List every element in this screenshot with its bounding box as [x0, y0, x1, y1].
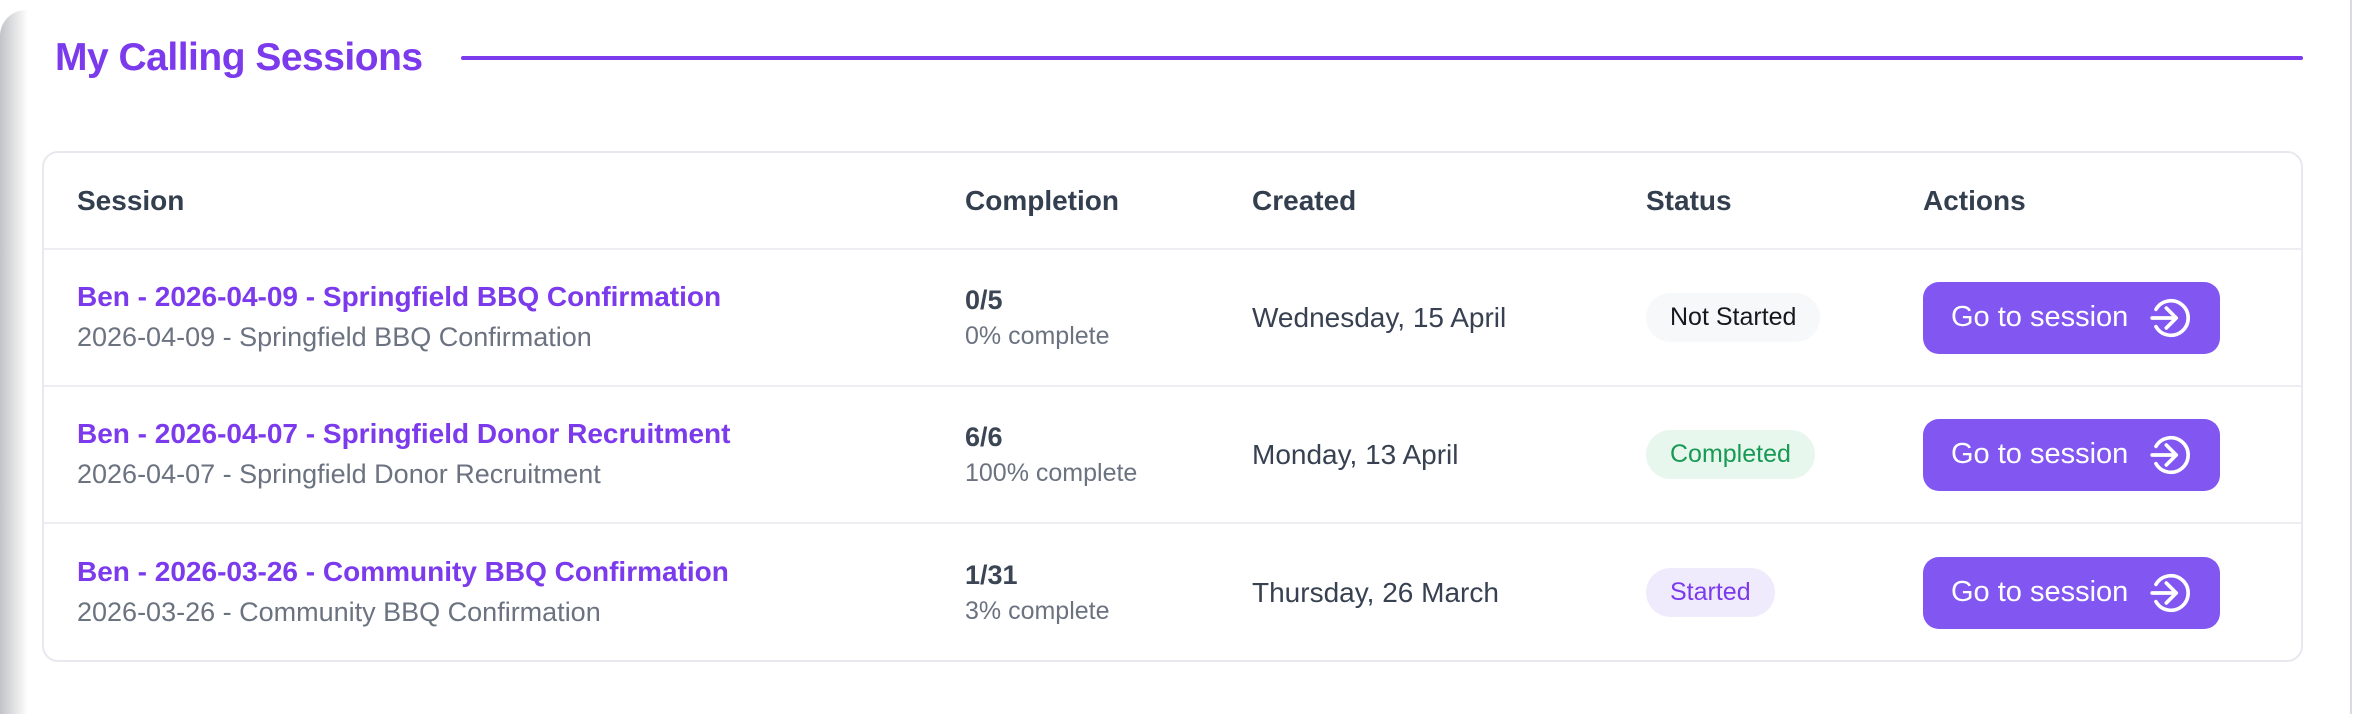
page-right-edge — [2350, 0, 2352, 714]
completion-ratio: 6/6 — [965, 421, 1003, 452]
page-header: My Calling Sessions — [55, 36, 2303, 80]
column-header-status: Status — [1646, 184, 1732, 216]
completion-cell: 0/5 0% complete — [965, 285, 1252, 351]
completion-percent: 3% complete — [965, 596, 1110, 625]
actions-cell: Go to session — [1923, 418, 2281, 491]
go-to-session-label: Go to session — [1951, 438, 2129, 470]
title-divider-line — [460, 56, 2303, 60]
completion-cell: 1/31 3% complete — [965, 560, 1252, 626]
completion-cell: 6/6 100% complete — [965, 422, 1252, 488]
completion-percent: 100% complete — [965, 458, 1138, 487]
completion-ratio: 0/5 — [965, 284, 1003, 315]
column-header-completion: Completion — [965, 184, 1119, 216]
arrow-right-circle-icon — [2146, 570, 2192, 616]
table-header-row: Session Completion Created Status Action… — [44, 153, 2301, 250]
actions-cell: Go to session — [1923, 556, 2281, 629]
arrow-right-circle-icon — [2146, 432, 2192, 478]
created-cell: Thursday, 26 March — [1252, 576, 1499, 608]
table-row: Ben - 2026-03-26 - Community BBQ Confirm… — [44, 524, 2301, 660]
status-badge: Completed — [1646, 430, 1815, 479]
session-link[interactable]: Ben - 2026-03-26 - Community BBQ Confirm… — [77, 556, 729, 588]
session-link[interactable]: Ben - 2026-04-07 - Springfield Donor Rec… — [77, 418, 731, 450]
session-subtitle: 2026-04-09 - Springfield BBQ Confirmatio… — [77, 322, 592, 353]
session-link[interactable]: Ben - 2026-04-09 - Springfield BBQ Confi… — [77, 281, 722, 313]
table-row: Ben - 2026-04-09 - Springfield BBQ Confi… — [44, 250, 2301, 387]
status-badge: Not Started — [1646, 293, 1821, 342]
go-to-session-label: Go to session — [1951, 576, 2129, 608]
created-cell: Monday, 13 April — [1252, 438, 1459, 470]
created-cell: Wednesday, 15 April — [1252, 301, 1507, 333]
session-cell: Ben - 2026-04-09 - Springfield BBQ Confi… — [77, 279, 965, 355]
session-cell: Ben - 2026-03-26 - Community BBQ Confirm… — [77, 554, 965, 630]
session-cell: Ben - 2026-04-07 - Springfield Donor Rec… — [77, 416, 965, 492]
session-subtitle: 2026-03-26 - Community BBQ Confirmation — [77, 597, 601, 628]
page-title: My Calling Sessions — [55, 36, 423, 79]
sessions-table-card: Session Completion Created Status Action… — [42, 151, 2303, 662]
session-subtitle: 2026-04-07 - Springfield Donor Recruitme… — [77, 459, 601, 490]
column-header-actions: Actions — [1923, 184, 2026, 216]
go-to-session-button[interactable]: Go to session — [1923, 281, 2221, 354]
status-cell: Completed — [1646, 430, 1923, 479]
column-header-created: Created — [1252, 184, 1357, 216]
column-header-session: Session — [77, 184, 185, 216]
completion-percent: 0% complete — [965, 321, 1110, 350]
page-left-shadow — [0, 10, 28, 714]
go-to-session-button[interactable]: Go to session — [1923, 418, 2221, 491]
status-badge: Started — [1646, 568, 1775, 617]
go-to-session-label: Go to session — [1951, 301, 2129, 333]
completion-ratio: 1/31 — [965, 559, 1018, 590]
actions-cell: Go to session — [1923, 281, 2281, 354]
status-cell: Not Started — [1646, 293, 1923, 342]
table-row: Ben - 2026-04-07 - Springfield Donor Rec… — [44, 387, 2301, 524]
status-cell: Started — [1646, 568, 1923, 617]
go-to-session-button[interactable]: Go to session — [1923, 556, 2221, 629]
arrow-right-circle-icon — [2146, 295, 2192, 341]
